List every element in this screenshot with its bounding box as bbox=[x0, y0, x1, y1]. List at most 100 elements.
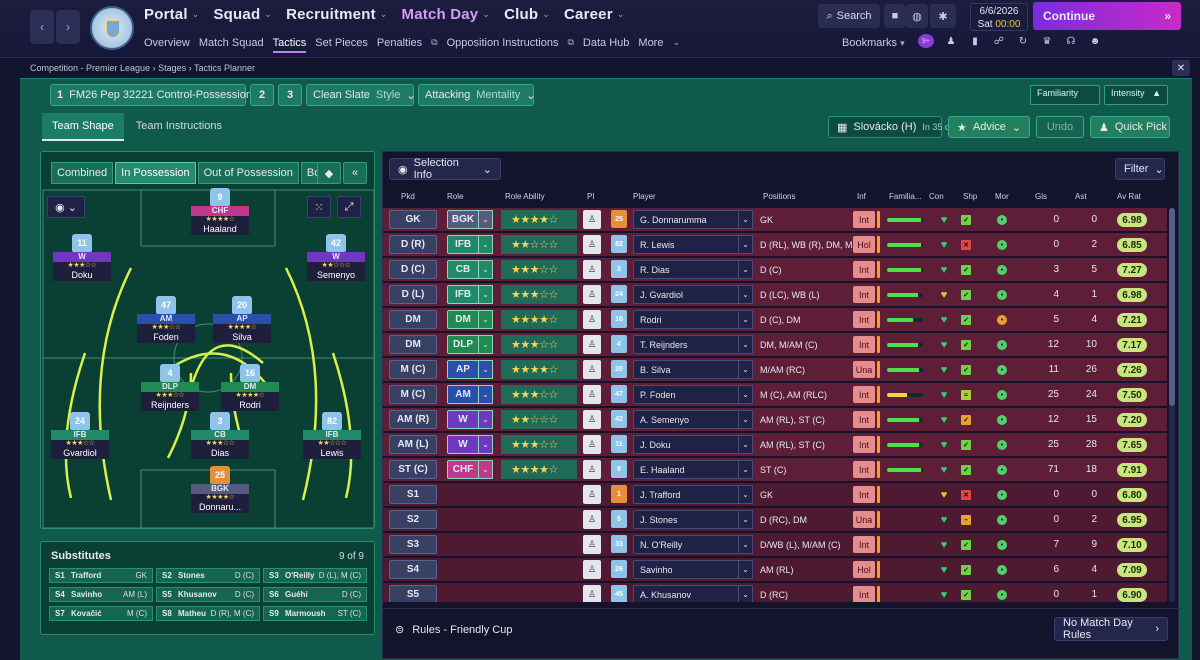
chevron-down-icon[interactable]: ⌄ bbox=[479, 285, 493, 304]
chevron-down-icon[interactable]: ⌄ bbox=[479, 360, 493, 379]
substitute-item[interactable]: S4 Savinho AM (L) bbox=[49, 587, 153, 602]
chevron-down-icon[interactable]: ⌄ bbox=[739, 560, 753, 579]
role-badge[interactable]: DLP bbox=[447, 335, 479, 354]
menu-match-day[interactable]: Match Day ⌄ bbox=[402, 6, 491, 23]
picked-position[interactable]: S4 bbox=[389, 560, 437, 579]
picked-position[interactable]: AM (R) bbox=[389, 410, 437, 429]
submenu-match-squad[interactable]: Match Squad bbox=[198, 37, 264, 49]
submenu-tactics[interactable]: Tactics bbox=[272, 37, 307, 53]
chevron-down-icon[interactable]: ⌄ bbox=[479, 235, 493, 254]
table-row[interactable]: S3 ♙ 33 N. O'Reilly ⌄ D/WB (L), M/AM (C) Int ♥ ✓… bbox=[383, 533, 1167, 556]
substitute-item[interactable]: S3 O'Reilly D (L), M (C) bbox=[263, 568, 367, 583]
picked-position[interactable]: S1 bbox=[389, 485, 437, 504]
tab-combined[interactable]: Combined bbox=[51, 162, 114, 184]
scouting-icon[interactable]: ☊ bbox=[1066, 35, 1076, 47]
player-instructions-icon[interactable]: ♙ bbox=[583, 210, 601, 229]
player-name-dropdown[interactable]: R. Dias bbox=[633, 260, 739, 279]
scrollbar-thumb[interactable] bbox=[1169, 208, 1175, 406]
player-token[interactable]: 24 IFB ★★★☆☆ Gvardiol bbox=[51, 412, 109, 459]
player-instructions-icon[interactable]: ♙ bbox=[583, 335, 601, 354]
chevron-down-icon[interactable]: ⌄ bbox=[739, 235, 753, 254]
tactic-slot-3[interactable]: 3 bbox=[278, 84, 302, 106]
player-name-dropdown[interactable]: T. Reijnders bbox=[633, 335, 739, 354]
grid-button[interactable]: ⁙ bbox=[307, 196, 331, 218]
player-instructions-icon[interactable]: ♙ bbox=[583, 285, 601, 304]
quick-pick-button[interactable]: ♟ Quick Pick bbox=[1090, 116, 1170, 138]
table-row[interactable]: DM DM ⌄ ★★★★☆ ♙ 16 Rodri ⌄ D (C), DM Int ♥ ✓ • 5 4 7.21 bbox=[383, 308, 1167, 331]
role-badge[interactable]: BGK bbox=[447, 210, 479, 229]
chevron-down-icon[interactable]: ⌄ bbox=[739, 410, 753, 429]
chevron-down-icon[interactable]: ⌄ bbox=[739, 485, 753, 504]
chevron-down-icon[interactable]: ⌄ bbox=[479, 310, 493, 329]
chevron-down-icon[interactable]: ⌄ bbox=[739, 385, 753, 404]
player-name-dropdown[interactable]: J. Doku bbox=[633, 435, 739, 454]
player-token[interactable]: 9 CHF ★★★★☆ Haaland bbox=[191, 188, 249, 235]
chevron-down-icon[interactable]: ⌄ bbox=[479, 435, 493, 454]
back-button[interactable]: ‹ bbox=[30, 10, 54, 44]
rules-indicator[interactable]: ⊜ Rules - Friendly Cup bbox=[395, 623, 512, 637]
menu-club[interactable]: Club ⌄ bbox=[504, 6, 550, 23]
player-name-dropdown[interactable]: J. Stones bbox=[633, 510, 739, 529]
table-row[interactable]: M (C) AP ⌄ ★★★★☆ ♙ 20 B. Silva ⌄ M/AM (RC) Una ♥ ✓ •… bbox=[383, 358, 1167, 381]
continue-button[interactable]: Continue » bbox=[1033, 2, 1181, 30]
column-header[interactable]: Gls bbox=[1035, 192, 1047, 201]
world-button[interactable]: ◍ bbox=[906, 4, 928, 28]
player-token[interactable]: 42 W ★★☆☆☆ Semenyo bbox=[307, 234, 365, 281]
close-button[interactable]: ✕ bbox=[1172, 60, 1190, 76]
chevron-down-icon[interactable]: ⌄ bbox=[479, 460, 493, 479]
chevron-down-icon[interactable]: ⌄ bbox=[739, 585, 753, 602]
player-instructions-icon[interactable]: ♙ bbox=[583, 235, 601, 254]
substitute-item[interactable]: S7 Kovačić M (C) bbox=[49, 606, 153, 621]
player-name-dropdown[interactable]: E. Haaland bbox=[633, 460, 739, 479]
tactic-selector[interactable]: 1 FM26 Pep 32221 Control-Possession ⌄ bbox=[50, 84, 267, 106]
next-match-indicator[interactable]: ▦ Slovácko (H) In 35 days bbox=[828, 116, 964, 138]
column-header[interactable]: Pkd bbox=[401, 192, 415, 201]
player-token[interactable]: 25 BGK ★★★★☆ Donnaru... bbox=[191, 466, 249, 513]
player-instructions-icon[interactable]: ♙ bbox=[583, 510, 601, 529]
player-token[interactable]: 11 W ★★★☆☆ Doku bbox=[53, 234, 111, 281]
player-name-dropdown[interactable]: Savinho bbox=[633, 560, 739, 579]
substitute-item[interactable]: S5 Khusanov D (C) bbox=[156, 587, 260, 602]
role-badge[interactable]: W bbox=[447, 435, 479, 454]
notification-badge[interactable]: 9+ bbox=[918, 34, 934, 48]
column-header[interactable]: Ast bbox=[1075, 192, 1087, 201]
role-badge[interactable]: AP bbox=[447, 360, 479, 379]
table-row[interactable]: AM (R) W ⌄ ★★☆☆☆ ♙ 42 A. Semenyo ⌄ AM (RL), ST (… bbox=[383, 408, 1167, 431]
player-instructions-icon[interactable]: ♙ bbox=[583, 410, 601, 429]
column-header[interactable]: Player bbox=[633, 192, 656, 201]
pitch[interactable]: ◉ ⌄ ⁙ ⤢ 9 CHF ★★★★☆ Haaland 11 W ★★★☆☆ Doku 42 W ★… bbox=[41, 188, 376, 530]
column-header[interactable]: Role bbox=[447, 192, 464, 201]
player-name-dropdown[interactable]: P. Foden bbox=[633, 385, 739, 404]
player-instructions-icon[interactable]: ♙ bbox=[583, 460, 601, 479]
table-row[interactable]: ST (C) CHF ⌄ ★★★★☆ ♙ 9 E. Haaland ⌄ ST (C) Int ♥ ✓ •… bbox=[383, 458, 1167, 481]
player-name-dropdown[interactable]: A. Semenyo bbox=[633, 410, 739, 429]
trophy-icon[interactable]: ♛ bbox=[1042, 35, 1052, 47]
role-badge[interactable]: DM bbox=[447, 310, 479, 329]
picked-position[interactable]: S2 bbox=[389, 510, 437, 529]
tab-out-of-possession[interactable]: Out of Possession bbox=[197, 162, 299, 184]
undo-button[interactable]: Undo bbox=[1036, 116, 1084, 138]
player-token[interactable]: 16 DM ★★★★☆ Rodri bbox=[221, 364, 279, 411]
player-instructions-icon[interactable]: ♙ bbox=[583, 260, 601, 279]
substitute-item[interactable]: S1 Trafford GK bbox=[49, 568, 153, 583]
submenu-data-hub[interactable]: Data Hub bbox=[582, 37, 630, 49]
player-instructions-icon[interactable]: ♙ bbox=[583, 560, 601, 579]
refresh-icon[interactable]: ↻ bbox=[1018, 35, 1028, 47]
substitute-item[interactable]: S9 Marmoush ST (C) bbox=[263, 606, 367, 621]
staff-icon[interactable]: ☻ bbox=[1089, 35, 1101, 47]
menu-career[interactable]: Career ⌄ bbox=[564, 6, 624, 23]
submenu-opposition-instructions[interactable]: Opposition Instructions bbox=[446, 37, 559, 49]
player-name-dropdown[interactable]: R. Lewis bbox=[633, 235, 739, 254]
table-row[interactable]: M (C) AM ⌄ ★★★☆☆ ♙ 47 P. Foden ⌄ M (C), AM (RLC)… bbox=[383, 383, 1167, 406]
role-badge[interactable]: AM bbox=[447, 385, 479, 404]
table-row[interactable]: S4 ♙ 26 Savinho ⌄ AM (RL) Hol ♥ ✓ • 6 4 7.09 bbox=[383, 558, 1167, 581]
substitute-item[interactable]: S6 Guéhi D (C) bbox=[263, 587, 367, 602]
player-instructions-icon[interactable]: ♙ bbox=[583, 485, 601, 504]
picked-position[interactable]: S3 bbox=[389, 535, 437, 554]
picked-position[interactable]: ST (C) bbox=[389, 460, 437, 479]
clipboard-icon[interactable]: ▮ bbox=[972, 35, 978, 47]
chevron-down-icon[interactable]: ⌄ bbox=[739, 510, 753, 529]
chevron-down-icon[interactable]: ⌄ bbox=[479, 410, 493, 429]
table-row[interactable]: DM DLP ⌄ ★★★☆☆ ♙ 4 T. Reijnders ⌄ DM, M/AM (C) In… bbox=[383, 333, 1167, 356]
player-name-dropdown[interactable]: G. Donnarumma bbox=[633, 210, 739, 229]
